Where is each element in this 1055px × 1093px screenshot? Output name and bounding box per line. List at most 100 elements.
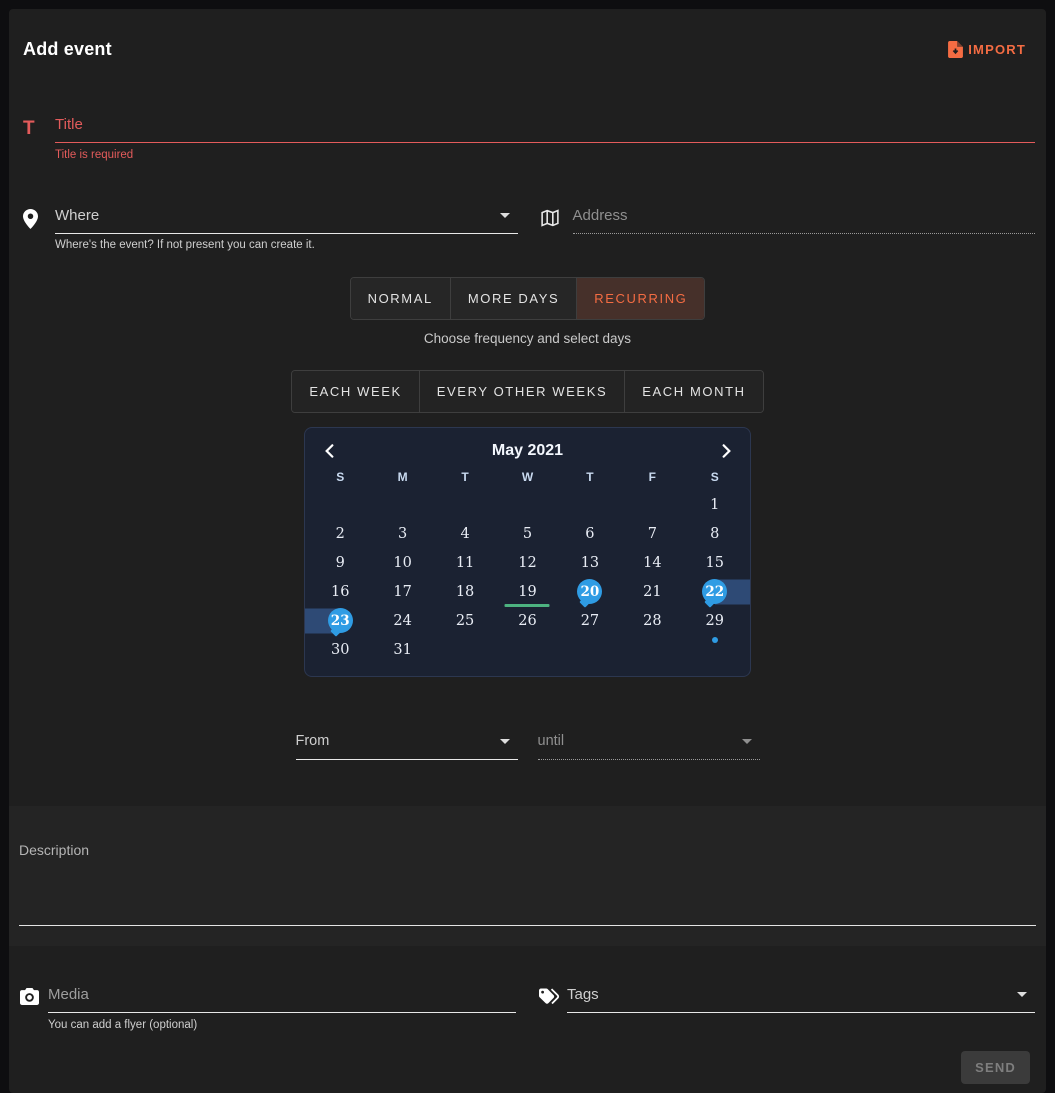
description-label: Description	[19, 842, 90, 858]
tab-more-days[interactable]: MORE DAYS	[449, 278, 577, 319]
day-number: 21	[643, 583, 662, 600]
calendar-day[interactable]: 9	[309, 548, 371, 577]
media-input[interactable]: Media You can add a flyer (optional)	[48, 986, 516, 1031]
camera-icon	[20, 986, 48, 1010]
calendar-dow-label: M	[397, 470, 408, 484]
selected-day-marker: 23	[327, 608, 353, 633]
calendar-dow-label: T	[461, 470, 469, 484]
calendar-empty-cell	[496, 635, 558, 664]
day-number: 4	[460, 525, 470, 542]
calendar-day[interactable]: 11	[434, 548, 496, 577]
calendar-day[interactable]: 14	[621, 548, 683, 577]
tags-select[interactable]: Tags	[567, 986, 1035, 1013]
calendar-day[interactable]: 3	[371, 519, 433, 548]
send-row: SEND	[9, 1031, 1046, 1093]
frequency-every-other-weeks[interactable]: EVERY OTHER WEEKS	[418, 371, 625, 412]
where-helper: Where's the event? If not present you ca…	[55, 239, 315, 251]
day-number: 26	[518, 612, 537, 629]
calendar-day[interactable]: 28	[621, 606, 683, 635]
calendar-dow-label: S	[336, 470, 345, 484]
calendar-day[interactable]: 12	[496, 548, 558, 577]
calendar-day[interactable]: 1	[684, 490, 746, 519]
chevron-down-icon	[1017, 992, 1027, 997]
day-number: 5	[522, 525, 533, 542]
calendar-day[interactable]: 6	[559, 519, 621, 548]
day-number: 27	[580, 612, 600, 629]
day-number: 7	[647, 525, 657, 542]
calendar-empty-cell	[559, 635, 621, 664]
title-row: T Title Title is required	[9, 116, 1046, 161]
calendar-prev-button[interactable]	[309, 444, 349, 458]
calendar-empty-cell	[496, 490, 558, 519]
calendar-day[interactable]: 26	[496, 606, 558, 635]
send-button[interactable]: SEND	[961, 1051, 1030, 1084]
calendar-day[interactable]: 22	[684, 577, 750, 606]
calendar-month-label: May 2021	[491, 442, 564, 459]
day-number: 1	[710, 496, 720, 513]
address-input[interactable]: Address	[572, 207, 1035, 234]
frequency-each-month[interactable]: EACH MONTH	[624, 371, 763, 412]
day-number: 19	[518, 583, 537, 600]
tab-recurring[interactable]: RECURRING	[576, 278, 705, 319]
calendar-day[interactable]: 31	[371, 635, 433, 664]
calendar-day[interactable]: 15	[684, 548, 746, 577]
media-placeholder: Media	[48, 986, 516, 1013]
calendar-day[interactable]: 18	[434, 577, 496, 606]
selected-day-marker: 22	[702, 579, 728, 604]
calendar-day[interactable]: 23	[305, 606, 371, 635]
day-number: 29	[705, 612, 724, 629]
where-address-row: Where Where's the event? If not present …	[9, 207, 1046, 251]
import-button[interactable]: IMPORT	[948, 41, 1026, 58]
calendar-day[interactable]: 2	[309, 519, 371, 548]
calendar-day[interactable]: 4	[434, 519, 496, 548]
day-number: 11	[455, 554, 475, 571]
calendar-day[interactable]: 10	[371, 548, 433, 577]
day-underline-marker	[504, 604, 550, 607]
calendar-next-button[interactable]	[706, 444, 746, 458]
calendar-dow-label: S	[710, 470, 719, 484]
calendar-day[interactable]: 27	[559, 606, 621, 635]
calendar-dow-label: T	[586, 470, 594, 484]
import-label: IMPORT	[968, 42, 1026, 57]
frequency-each-week[interactable]: EACH WEEK	[292, 371, 419, 412]
title-placeholder: Title	[55, 116, 1035, 143]
media-helper: You can add a flyer (optional)	[48, 1019, 198, 1031]
title-input[interactable]: Title Title is required	[55, 116, 1035, 161]
where-select[interactable]: Where Where's the event? If not present …	[55, 207, 518, 251]
description-textarea[interactable]: Description	[19, 842, 1036, 926]
day-number: 14	[643, 554, 662, 571]
from-select[interactable]: From	[295, 733, 518, 760]
calendar-day[interactable]: 17	[371, 577, 433, 606]
frequency-caption: Choose frequency and select days	[423, 331, 632, 346]
day-number: 3	[398, 525, 408, 542]
calendar-day[interactable]: 5	[496, 519, 558, 548]
tab-normal[interactable]: NORMAL	[350, 278, 450, 319]
description-section: Description	[9, 806, 1046, 946]
calendar-day[interactable]: 16	[309, 577, 371, 606]
calendar-day[interactable]: 24	[371, 606, 433, 635]
frequency-group: EACH WEEK EVERY OTHER WEEKS EACH MONTH	[9, 370, 1046, 413]
calendar-day[interactable]: 19	[496, 577, 558, 607]
map-pin-icon	[23, 207, 55, 234]
calendar-empty-cell	[621, 490, 683, 519]
calendar-day[interactable]: 25	[434, 606, 496, 635]
selected-day-marker: 20	[577, 579, 603, 604]
day-number: 30	[330, 641, 350, 658]
time-row: From until	[295, 733, 760, 760]
calendar-day[interactable]: 21	[621, 577, 683, 606]
day-number: 28	[643, 612, 662, 629]
day-number: 17	[393, 583, 412, 600]
until-select[interactable]: until	[537, 733, 760, 760]
calendar-day[interactable]: 13	[559, 548, 621, 577]
media-tags-row: Media You can add a flyer (optional) Tag…	[9, 986, 1046, 1031]
from-placeholder: From	[295, 733, 330, 749]
day-number: 12	[518, 554, 537, 571]
day-number: 13	[580, 554, 600, 571]
calendar-day[interactable]: 29	[684, 606, 746, 643]
calendar-day[interactable]: 8	[684, 519, 746, 548]
calendar-empty-cell	[309, 490, 371, 519]
calendar-day[interactable]: 30	[309, 635, 371, 664]
calendar-day[interactable]: 20	[559, 577, 621, 606]
calendar-day[interactable]: 7	[621, 519, 683, 548]
